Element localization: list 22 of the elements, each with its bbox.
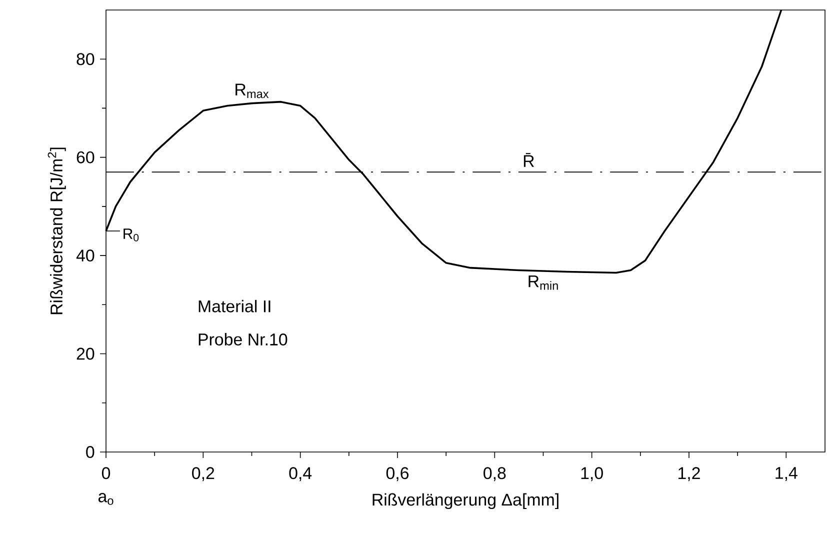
- x-tick-label: 0: [102, 467, 110, 480]
- y-tick-label: 60: [76, 151, 94, 164]
- x-tick-label: 1,4: [776, 467, 798, 481]
- x-tick-label: 1,2: [678, 467, 700, 482]
- y-tick-label: 80: [76, 53, 94, 66]
- y-axis-title: Rißwiderstand R[J/m$^{2}$]: [48, 148, 66, 314]
- x-tick-label: 0,4: [289, 467, 312, 482]
- annotation: R̄: [524, 153, 534, 167]
- annotation: R$_{min}$: [528, 275, 558, 290]
- y-tick-label: 40: [76, 250, 94, 262]
- x-tick-label: 0,2: [192, 467, 214, 482]
- annotation: R$_{max}$: [236, 84, 269, 98]
- text: a$_{o}$: [98, 493, 114, 505]
- annotation: R$_{0}$: [124, 228, 139, 242]
- x-tick-label: 0,8: [484, 467, 506, 482]
- x-axis-title: Rißverlängerung Δa[mm]: [372, 493, 558, 510]
- y-tick-label: 0: [86, 446, 94, 458]
- x-tick-label: 0,6: [386, 467, 409, 482]
- annotation: Material II: [198, 300, 270, 312]
- annotation: Probe Nr.10: [198, 333, 288, 346]
- y-tick-label: 20: [76, 348, 94, 360]
- x-tick-label: 1,0: [581, 467, 603, 482]
